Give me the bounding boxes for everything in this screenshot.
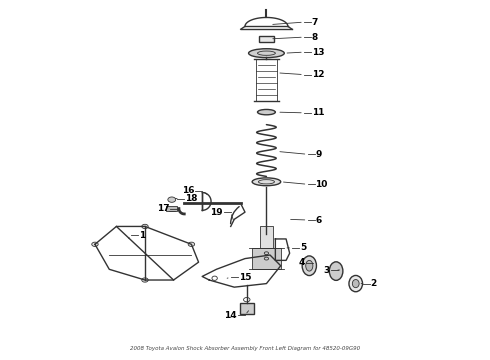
Ellipse shape bbox=[248, 49, 284, 58]
Text: 14: 14 bbox=[224, 311, 237, 320]
Ellipse shape bbox=[258, 109, 275, 115]
Text: 2008 Toyota Avalon Shock Absorber Assembly Front Left Diagram for 48520-09G90: 2008 Toyota Avalon Shock Absorber Assemb… bbox=[130, 346, 360, 351]
Ellipse shape bbox=[302, 256, 317, 275]
Bar bbox=[259, 36, 274, 42]
Ellipse shape bbox=[188, 242, 195, 247]
Text: 19: 19 bbox=[210, 208, 223, 217]
Text: 3: 3 bbox=[324, 266, 330, 275]
Text: 4: 4 bbox=[298, 258, 305, 267]
Text: 13: 13 bbox=[312, 48, 324, 57]
Ellipse shape bbox=[352, 279, 359, 288]
Ellipse shape bbox=[168, 197, 176, 202]
Text: 2: 2 bbox=[371, 279, 377, 288]
Ellipse shape bbox=[306, 260, 313, 271]
Text: 16: 16 bbox=[182, 186, 194, 195]
Ellipse shape bbox=[329, 262, 343, 280]
Text: 17: 17 bbox=[157, 204, 169, 213]
Text: 1: 1 bbox=[139, 231, 145, 240]
Text: 8: 8 bbox=[312, 33, 318, 42]
Ellipse shape bbox=[142, 278, 148, 282]
Ellipse shape bbox=[349, 275, 363, 292]
Text: 7: 7 bbox=[312, 18, 318, 27]
Text: 10: 10 bbox=[316, 180, 328, 189]
Text: 18: 18 bbox=[185, 194, 197, 203]
Text: 5: 5 bbox=[300, 243, 306, 252]
Text: 15: 15 bbox=[239, 273, 251, 282]
Ellipse shape bbox=[252, 178, 281, 186]
Bar bbox=[240, 303, 254, 314]
Text: 11: 11 bbox=[312, 108, 324, 117]
Text: 9: 9 bbox=[316, 150, 322, 159]
Bar bbox=[167, 206, 177, 211]
Ellipse shape bbox=[142, 224, 148, 229]
Text: 12: 12 bbox=[312, 70, 324, 79]
Bar bbox=[252, 248, 281, 269]
Text: 6: 6 bbox=[316, 216, 321, 225]
Bar bbox=[260, 226, 273, 248]
Ellipse shape bbox=[92, 242, 98, 247]
